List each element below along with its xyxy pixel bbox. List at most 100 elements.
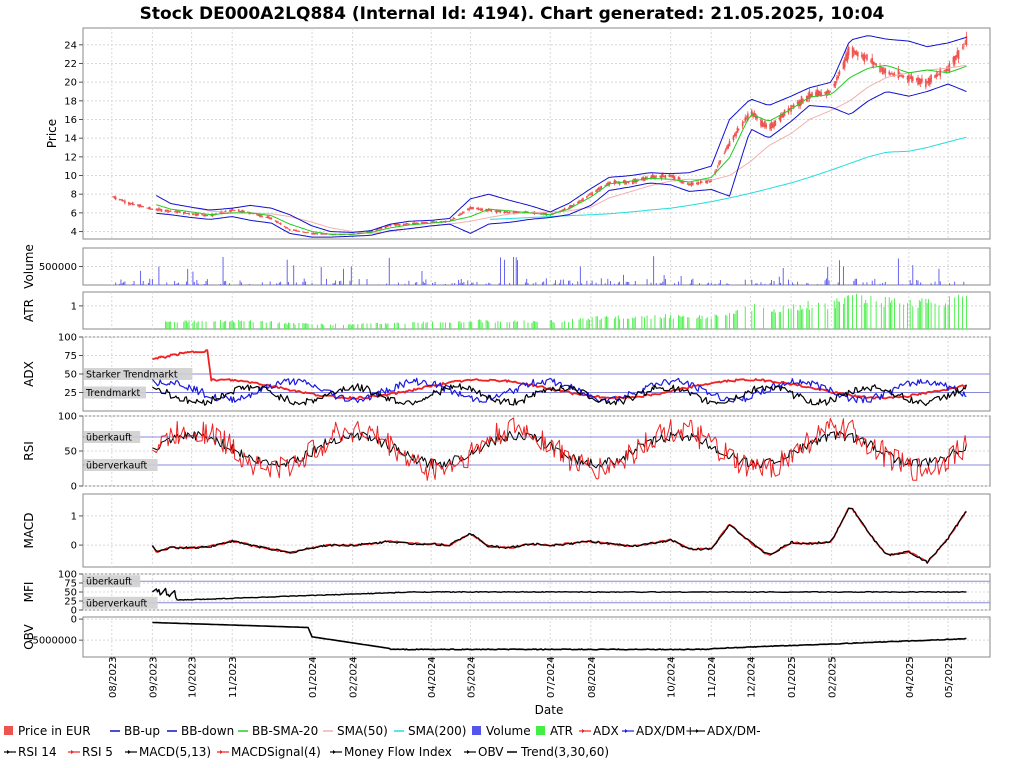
candle-body (460, 213, 463, 215)
sma200-line (490, 136, 967, 220)
candle-body (466, 209, 469, 211)
candle-body (256, 213, 258, 216)
y-tick-label: 4 (71, 227, 77, 238)
candle-body (843, 58, 846, 68)
candle-body (118, 199, 121, 200)
candle-body (726, 146, 728, 150)
candle-body (567, 208, 570, 209)
candle-body (828, 91, 830, 95)
candle-body (631, 180, 634, 185)
candle-body (463, 212, 465, 213)
candle-body (609, 182, 612, 184)
candle-body (655, 176, 658, 178)
candle-body (587, 195, 589, 197)
candle-body (404, 224, 406, 225)
candle-body (719, 160, 722, 162)
candle-body (660, 174, 663, 180)
candle-body (377, 228, 380, 230)
candle-body (266, 216, 269, 219)
candle-body (908, 75, 910, 82)
candle-body (544, 212, 546, 215)
candle-body (156, 209, 159, 211)
candle-body (791, 106, 794, 108)
candle-body (862, 54, 864, 60)
candle-body (580, 199, 583, 201)
reference-label-bg (84, 596, 158, 609)
candle-body (130, 203, 133, 205)
candle-body (732, 135, 735, 141)
x-tick-label: 11/2023 (228, 656, 239, 698)
candle-body (495, 210, 498, 213)
legend-label: MACDSignal(4) (231, 745, 321, 759)
candle-body (673, 176, 676, 180)
candle-body (269, 217, 271, 220)
candle-body (237, 209, 240, 212)
candle-body (689, 184, 692, 186)
candle-body (881, 67, 884, 75)
candle-body (292, 229, 295, 231)
candle-body (230, 209, 232, 212)
date-axis: 08/2023 09/2023 10/2023 11/2023 01/2024 02/20… (108, 656, 955, 698)
candle-body (884, 68, 887, 74)
legend-item: MACD(5,13) (125, 745, 211, 759)
candle-body (875, 63, 877, 66)
candle-body (644, 176, 647, 180)
candle-body (697, 181, 699, 185)
candle-body (889, 73, 892, 75)
candle-body (150, 208, 152, 210)
candle-body (928, 78, 931, 85)
candle-body (579, 200, 582, 202)
candle-body (275, 221, 278, 223)
candle-body (761, 120, 764, 127)
candle-body (393, 223, 396, 226)
y-tick-label: 75 (64, 579, 77, 590)
candle-body (141, 206, 143, 207)
candle-body (745, 117, 748, 119)
candle-body (774, 120, 777, 126)
candle-body (686, 183, 689, 185)
candle-body (518, 212, 520, 213)
candle-body (921, 78, 923, 83)
candle-body (515, 211, 518, 213)
reference-label: Starker Trendmarkt (86, 370, 178, 381)
legend-item: Price in EUR (4, 724, 91, 738)
candle-body (371, 230, 374, 232)
y-tick-label: 50 (64, 447, 77, 458)
candle-body (955, 55, 957, 61)
legend-item: SMA(200) (394, 724, 466, 738)
candle-body (851, 47, 854, 58)
candle-body (323, 233, 325, 235)
y-tick-label: 1 (71, 301, 77, 312)
candle-body (234, 210, 236, 212)
candle-body (402, 223, 405, 226)
macd-series-line (151, 507, 967, 564)
y-tick-label: 0 (71, 541, 77, 552)
candle-body (232, 209, 235, 211)
candle-body (146, 207, 148, 209)
candle-body (222, 212, 224, 214)
y-axis-label-mfi: MFI (22, 582, 36, 603)
candle-body (874, 63, 876, 65)
reference-label-bg (84, 459, 158, 471)
candle-body (431, 221, 434, 223)
candle-body (315, 233, 317, 235)
legend-marker (582, 729, 585, 733)
candle-body (124, 200, 126, 204)
candle-body (706, 179, 709, 184)
candle-body (642, 176, 644, 181)
candle-body (164, 209, 167, 212)
candle-body (573, 204, 575, 206)
candle-body (139, 204, 142, 207)
candle-body (853, 49, 855, 53)
reference-label: Trendmarkt (85, 388, 140, 399)
candle-body (201, 214, 203, 216)
y-axis-label-price: Price (45, 119, 59, 148)
candle-body (478, 209, 481, 210)
candle-body (596, 189, 599, 191)
candle-body (412, 223, 414, 225)
legend-item: Money Flow Index (330, 745, 452, 759)
candle-body (498, 210, 500, 213)
candle-body (741, 122, 744, 127)
candle-body (175, 210, 177, 213)
candle-body (138, 205, 141, 208)
